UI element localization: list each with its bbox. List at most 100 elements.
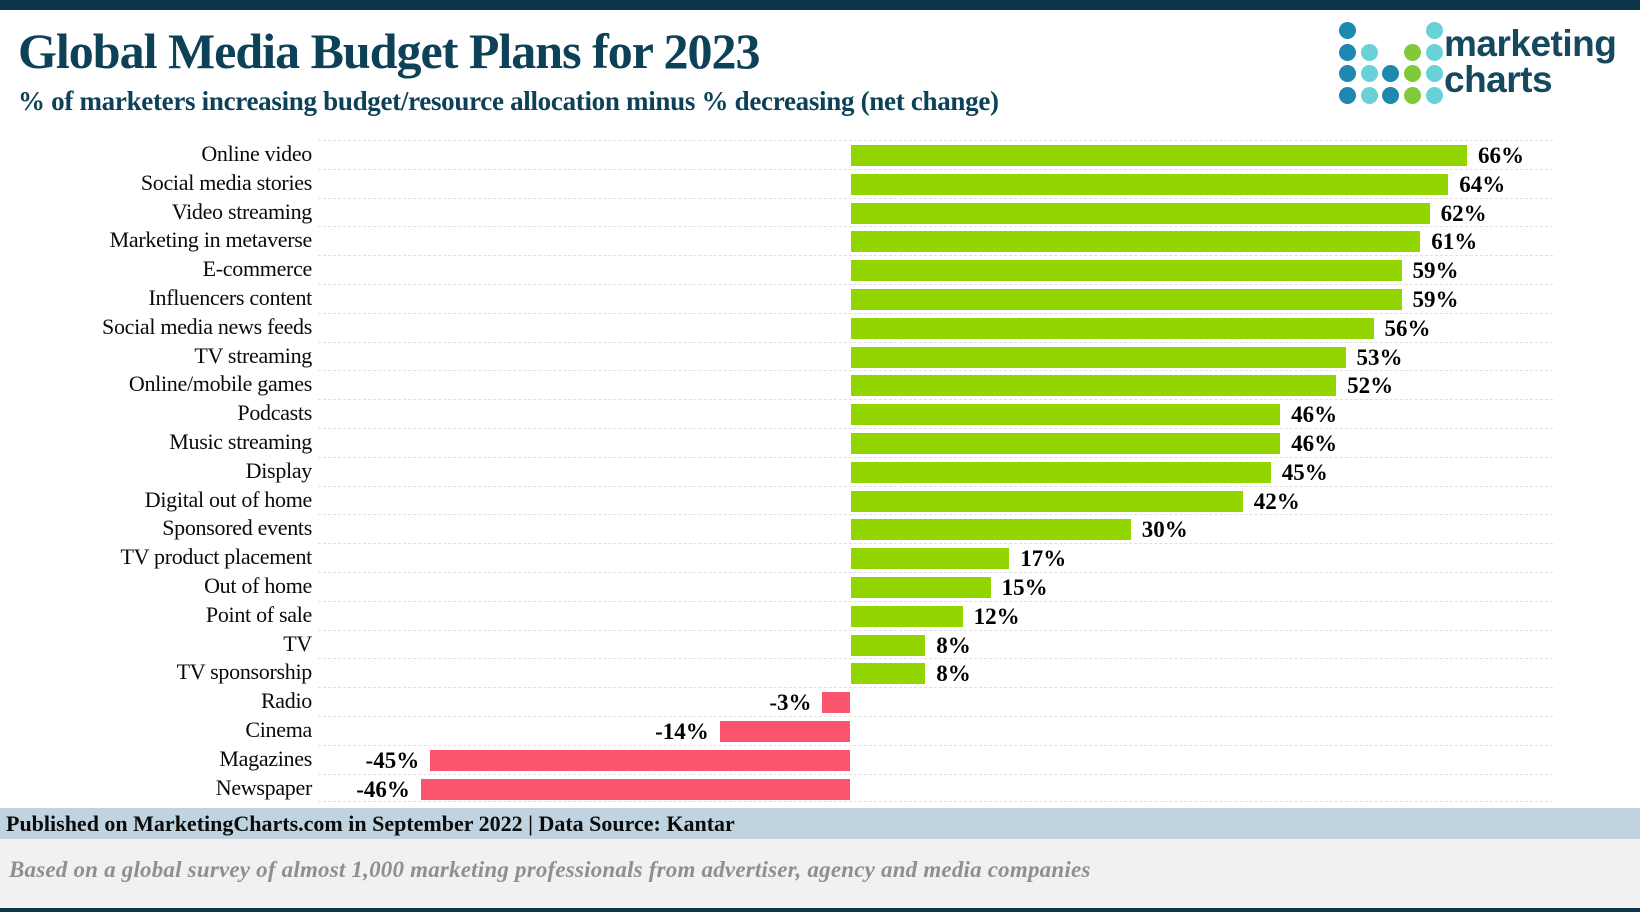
positive-bar	[850, 346, 1346, 368]
logo-dot	[1360, 65, 1378, 83]
category-label: Sponsored events	[162, 515, 312, 541]
chart-row: Sponsored events 30%	[0, 514, 1640, 543]
negative-bar	[719, 720, 851, 742]
chart-row: TV streaming 53%	[0, 341, 1640, 371]
category-label: Newspaper	[215, 774, 313, 800]
category-label: Radio	[260, 688, 312, 714]
positive-bar	[850, 576, 991, 598]
value-label: 8%	[936, 661, 971, 687]
value-label: -45%	[365, 747, 420, 773]
category-label: TV streaming	[194, 342, 312, 368]
row-plot-area: -46%	[318, 773, 1553, 803]
logo-dot	[1404, 43, 1422, 61]
row-plot-area: 64%	[318, 168, 1553, 198]
row-plot-area: 42%	[318, 485, 1553, 515]
logo-dot	[1425, 43, 1443, 61]
logo-dot	[1404, 87, 1422, 105]
category-label: TV product placement	[120, 544, 312, 570]
chart-row: Podcasts 46%	[0, 399, 1640, 428]
logo-dot	[1339, 65, 1356, 83]
value-label: 46%	[1291, 402, 1338, 428]
chart-row: Online video 66%	[0, 140, 1640, 169]
value-label: -3%	[769, 690, 812, 716]
logo-dot	[1404, 65, 1422, 83]
chart-row: Social media stories 64%	[0, 168, 1640, 198]
row-plot-area: 59%	[318, 283, 1553, 313]
logo-word-2: charts	[1444, 59, 1553, 100]
top-accent-bar	[0, 0, 1640, 10]
chart-row: TV product placement 17%	[0, 543, 1640, 572]
category-label: E-commerce	[202, 256, 313, 282]
negative-bar	[822, 692, 851, 714]
category-label: Point of sale	[205, 601, 312, 627]
row-plot-area: 17%	[318, 543, 1553, 572]
chart-row: Marketing in metaverse 61%	[0, 226, 1640, 255]
positive-bar	[850, 634, 926, 656]
published-band: Published on MarketingCharts.com in Sept…	[0, 808, 1640, 839]
logo-dot	[1339, 22, 1356, 39]
value-label: 56%	[1384, 315, 1431, 341]
row-plot-area: 61%	[318, 226, 1553, 255]
bottom-accent-bar	[0, 908, 1640, 912]
value-label: 66%	[1477, 143, 1524, 168]
chart-row: Point of sale 12%	[0, 600, 1640, 630]
category-label: Cinema	[245, 716, 312, 742]
value-label: 53%	[1356, 344, 1403, 370]
row-plot-area: -45%	[318, 744, 1553, 774]
row-plot-area: 30%	[318, 514, 1553, 543]
value-label: 30%	[1141, 517, 1188, 543]
logo-dot	[1382, 65, 1400, 83]
category-label: Video streaming	[171, 198, 313, 224]
row-plot-area: 52%	[318, 370, 1553, 399]
positive-bar	[850, 605, 963, 627]
positive-bar	[850, 519, 1131, 541]
chart-row: Out of home 15%	[0, 571, 1640, 601]
category-label: Online/mobile games	[128, 371, 312, 397]
value-label: -14%	[655, 718, 709, 744]
note-text: Based on a global survey of almost 1,000…	[9, 857, 1091, 882]
positive-bar	[850, 404, 1281, 426]
logo-dot	[1425, 65, 1443, 83]
positive-bar	[850, 432, 1281, 454]
category-label: Music streaming	[169, 428, 312, 454]
category-label: Online video	[201, 141, 312, 166]
category-label: Digital out of home	[144, 486, 313, 512]
note-band: Based on a global survey of almost 1,000…	[0, 839, 1640, 908]
logo-word-1: marketing	[1444, 23, 1617, 64]
category-label: Out of home	[204, 572, 312, 598]
logo-dot	[1382, 87, 1400, 105]
chart-row: E-commerce 59%	[0, 255, 1640, 284]
positive-bar	[850, 173, 1449, 195]
category-label: Podcasts	[237, 400, 312, 426]
logo-dot	[1339, 43, 1356, 61]
category-label: Social media stories	[140, 169, 312, 195]
row-plot-area: 12%	[318, 600, 1553, 630]
chart-row: Music streaming 46%	[0, 427, 1640, 457]
value-label: 62%	[1440, 200, 1487, 226]
row-plot-area: 46%	[318, 427, 1553, 457]
chart-row: Online/mobile games 52%	[0, 370, 1640, 399]
row-plot-area: 8%	[318, 658, 1553, 687]
chart-row: Radio -3%	[0, 687, 1640, 716]
row-plot-area: 62%	[318, 197, 1553, 227]
value-label: 8%	[936, 632, 971, 658]
row-plot-area: 15%	[318, 571, 1553, 601]
chart-row: Influencers content 59%	[0, 283, 1640, 313]
chart-row: Digital out of home 42%	[0, 485, 1640, 515]
positive-bar	[850, 145, 1467, 166]
row-plot-area: 45%	[318, 456, 1553, 486]
logo-dot	[1339, 87, 1356, 105]
value-label: 52%	[1347, 373, 1394, 399]
chart-row: Social media news feeds 56%	[0, 312, 1640, 342]
negative-bar	[420, 778, 851, 800]
category-label: Marketing in metaverse	[109, 227, 313, 253]
page-title: Global Media Budget Plans for 2023	[18, 23, 761, 79]
positive-bar	[850, 317, 1374, 339]
positive-bar	[850, 548, 1010, 570]
category-label: Display	[245, 457, 313, 483]
page-subtitle: % of marketers increasing budget/resourc…	[18, 86, 999, 116]
positive-bar	[850, 202, 1430, 224]
value-label: 45%	[1281, 459, 1328, 485]
category-label: TV sponsorship	[176, 659, 313, 685]
